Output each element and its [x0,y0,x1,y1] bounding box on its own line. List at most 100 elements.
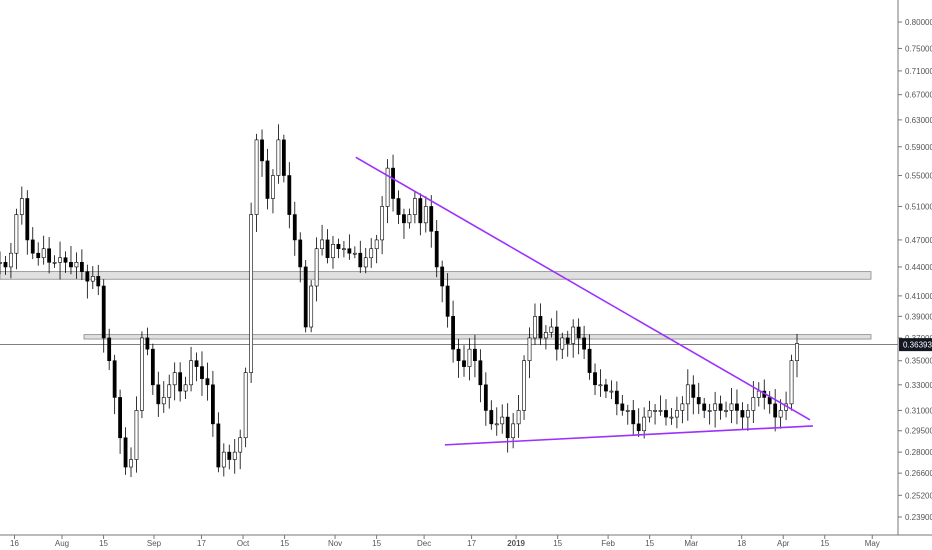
candle-body [576,326,581,339]
x-tick-label: 15 [99,539,108,548]
candle-body [740,410,745,418]
candle-body [647,410,652,418]
y-tick-label: 0.28000 [905,448,932,457]
x-tick-label: 15 [645,539,654,548]
time-axis[interactable]: 16 Aug 15 Sep 17 Oct 15 Nov 15 Dec 17 2019 15 Feb 15 Ma… [10,535,880,548]
candle-body [227,451,232,460]
candle-body [445,285,450,317]
y-tick-label: 0.29500 [905,427,932,436]
y-tick-label: 0.47000 [905,236,932,245]
candle-body [303,266,308,328]
x-tick-label: 15 [280,539,289,548]
x-tick-label: Oct [237,539,250,548]
candle-body [47,248,52,263]
candle-body [200,366,204,379]
candle-body [582,337,587,350]
candle-body [745,410,750,418]
candle-body [276,139,281,176]
candle-body [620,403,625,411]
candle-body [636,423,641,432]
x-tick-label: 2019 [507,539,525,548]
candle-body [320,239,324,250]
candle-body [423,206,428,224]
candle-body [696,397,701,405]
candle-body [560,337,565,350]
x-tick-label: 15 [553,539,562,548]
candle-body [254,139,259,215]
y-tick-label: 0.55000 [905,172,932,181]
candle-body [691,384,696,398]
candle-body [63,257,68,263]
candle-body [58,257,62,263]
candle-body [79,262,84,272]
x-tick-label: 17 [467,539,476,548]
candle-body [172,372,177,386]
candle-body [3,262,8,268]
candle-body [789,360,794,405]
candle-body [462,360,466,367]
candle-body [391,167,395,199]
y-tick-label: 0.71000 [905,67,932,76]
candle-body [456,348,461,362]
candle-body [614,390,619,405]
candle-body [511,423,516,439]
candle-body [271,175,275,199]
y-tick-label: 0.33000 [905,381,932,390]
x-tick-label: Sep [147,539,162,548]
candle-body [216,423,221,468]
candle-body [724,410,728,412]
candle-body [41,248,46,259]
candle-body [36,252,41,259]
candle-body [598,384,603,387]
y-tick-label: 0.59000 [905,143,932,152]
candle-body [243,372,248,439]
candle-body [205,378,210,386]
candle-body [363,257,368,268]
candle-body [352,252,357,255]
candle-body [336,244,341,250]
candle-body [385,167,390,207]
candle-body [118,397,122,439]
candle-body [467,348,472,367]
candle-body [145,337,150,350]
price-axis[interactable]: 0.80000 0.75000 0.71000 0.67000 0.63000 0.590… [898,18,932,522]
candle-body [85,271,90,282]
y-tick-label: 0.44000 [905,263,932,272]
x-tick-label: Dec [417,539,431,548]
candle-body [489,410,494,425]
y-tick-label: 0.63000 [905,116,932,125]
candle-body [680,403,685,411]
candle-body [112,360,117,398]
candle-body [593,372,597,386]
trendline[interactable] [444,425,813,446]
candle-body [707,410,712,412]
candle-body [505,416,510,439]
candle-body [718,403,723,411]
candle-body [134,410,139,460]
trendline[interactable] [355,156,811,421]
last-price-tag: 0.36393 [899,338,932,352]
candle-body [178,372,183,392]
candle-body [412,198,417,215]
candle-body [702,403,707,411]
candle-body [434,230,439,268]
candle-body [287,175,292,215]
trendlines [355,156,813,446]
candle-body [522,360,526,411]
candle-body [429,206,434,232]
candle-body [527,337,532,362]
candle-body [609,390,614,393]
y-tick-label: 0.39000 [905,312,932,321]
candle-body [265,160,270,199]
candle-body [407,214,412,224]
candle-body [440,266,445,287]
x-tick-label: Feb [601,539,615,548]
candle-body [767,397,772,405]
candle-body [161,397,166,405]
candle-body [751,397,756,411]
y-tick-label: 0.35000 [905,357,932,366]
candle-body [451,316,455,350]
candle-body [14,214,19,254]
x-tick-label: 15 [372,539,381,548]
